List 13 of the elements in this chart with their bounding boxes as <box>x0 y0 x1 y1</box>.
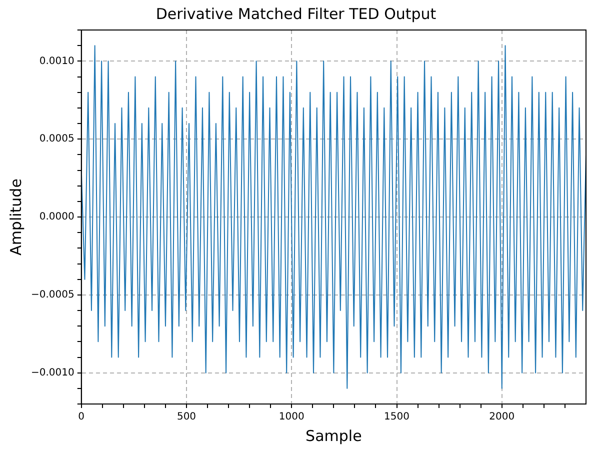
y-tick-label: 0.0010 <box>39 56 74 67</box>
x-axis-title: Sample <box>306 426 362 445</box>
chart-title: Derivative Matched Filter TED Output <box>156 4 436 23</box>
y-tick-label: −0.0005 <box>30 290 74 301</box>
x-tick-label: 1000 <box>278 412 304 423</box>
x-tick-label: 0 <box>78 412 85 423</box>
y-axis-title: Amplitude <box>6 178 25 256</box>
x-tick-label: 1500 <box>384 412 410 423</box>
y-tick-label: 0.0000 <box>39 212 74 223</box>
x-tick-label: 2000 <box>489 412 515 423</box>
y-tick-label: −0.0010 <box>30 367 74 378</box>
x-tick-label: 500 <box>176 412 196 423</box>
y-tick-label: 0.0005 <box>39 134 74 145</box>
